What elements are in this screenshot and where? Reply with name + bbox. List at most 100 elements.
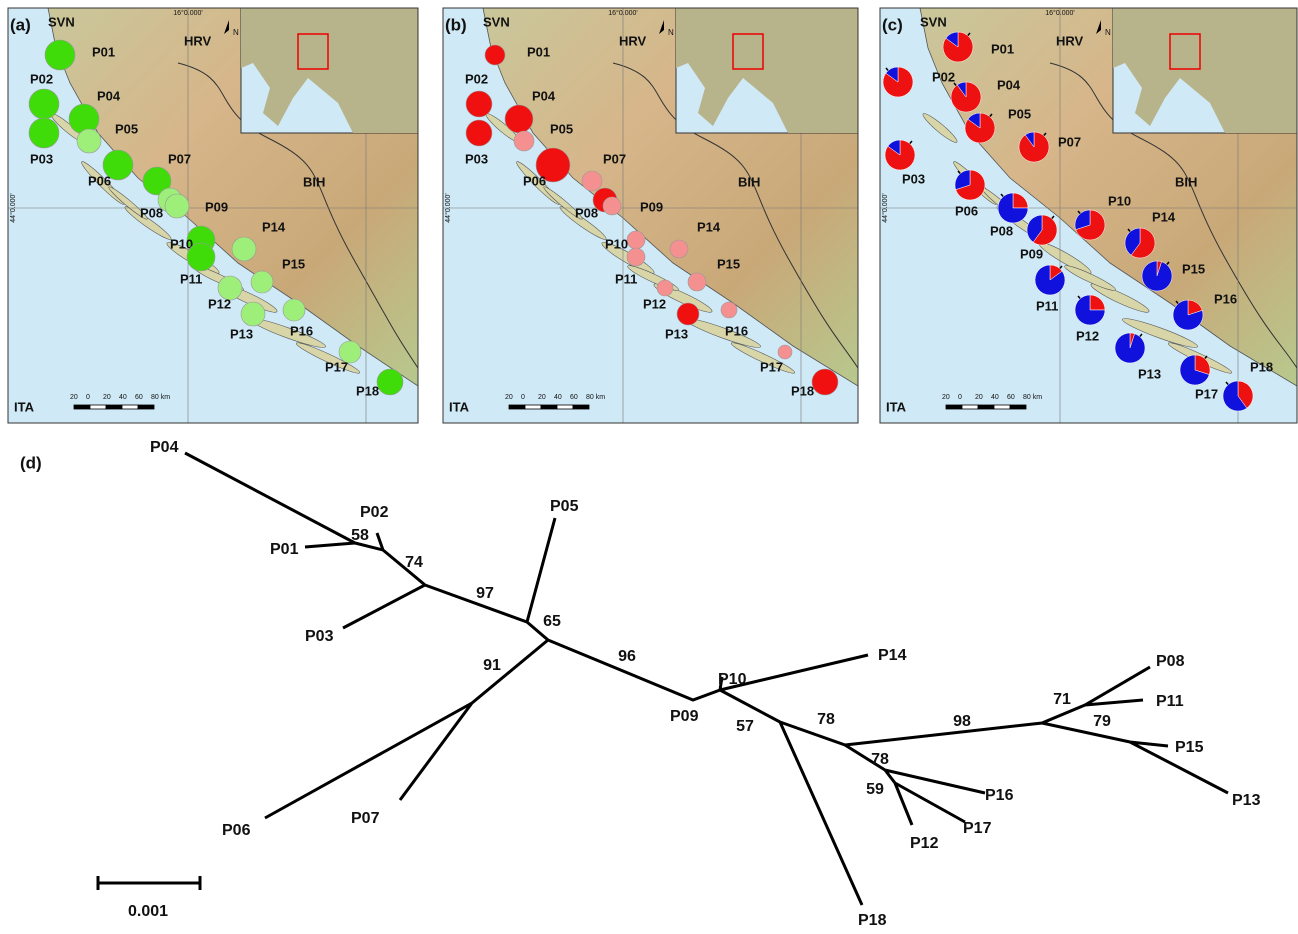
support-value: 98 (953, 713, 971, 730)
scale-label: 40 (991, 394, 999, 401)
pie-slice (1115, 333, 1145, 363)
scale-seg (122, 405, 138, 409)
scale-seg (509, 405, 525, 409)
site (187, 243, 215, 271)
map-text: BIH (1175, 174, 1197, 189)
map-text: HRV (619, 33, 647, 48)
scale-label: 20 (942, 394, 950, 401)
site (29, 89, 59, 119)
map-text: BIH (738, 174, 760, 189)
tip-label: P13 (1232, 792, 1261, 809)
map-text: P11 (180, 271, 202, 286)
map-text: P15 (717, 256, 740, 271)
support-value: 79 (1093, 713, 1111, 730)
site (514, 131, 534, 151)
support-value: 57 (736, 718, 754, 735)
site (670, 240, 688, 258)
tip-label: P17 (963, 820, 992, 837)
tip-label: P09 (670, 708, 699, 725)
site (627, 248, 645, 266)
map-text: P17 (760, 359, 783, 374)
map-text: HRV (184, 33, 212, 48)
map-text: P02 (932, 69, 955, 84)
site (241, 302, 265, 326)
coord: 16°0.000' (1045, 9, 1074, 17)
map-text: P11 (1036, 298, 1058, 313)
site (165, 194, 189, 218)
map-text: P01 (991, 41, 1014, 56)
site (377, 369, 403, 395)
map-text: P12 (643, 296, 666, 311)
panel-label: (d) (20, 453, 42, 472)
scale-seg (1010, 405, 1026, 409)
site (485, 45, 505, 65)
coord: 44°0.000' (881, 193, 889, 222)
map-text: P06 (523, 173, 546, 188)
scale-seg (978, 405, 994, 409)
site (45, 40, 75, 70)
map-panel: SVNHRVBIHITA16°0.000'44°0.000'N200204060… (443, 8, 858, 423)
support-value: 71 (1053, 691, 1071, 708)
scale-label: 40 (119, 394, 127, 401)
coord: 44°0.000' (444, 193, 452, 222)
site (77, 129, 101, 153)
map-text: P07 (603, 151, 626, 166)
tip-label: P05 (550, 498, 579, 515)
scale-label: 0 (86, 394, 90, 401)
tip-label: P15 (1175, 739, 1204, 756)
site (251, 271, 273, 293)
scale-label: 20 (505, 394, 513, 401)
tip-label: P06 (222, 822, 251, 839)
map-panel: SVNHRVBIHITA16°0.000'44°0.000'N200204060… (880, 8, 1297, 423)
map-text: P03 (30, 151, 53, 166)
site (29, 118, 59, 148)
map-text: P08 (575, 205, 598, 220)
tip-label: P08 (1156, 653, 1185, 670)
map-text: P14 (697, 219, 721, 234)
map-text: P07 (168, 151, 191, 166)
north: N (1105, 28, 1111, 37)
tip-label: P07 (351, 810, 380, 827)
tip-label: P02 (360, 504, 389, 521)
map-text: P15 (282, 256, 305, 271)
scale-label: 20 (70, 394, 78, 401)
map-text: BIH (303, 174, 325, 189)
scale-seg (946, 405, 962, 409)
scale-seg (573, 405, 589, 409)
map-text: SVN (48, 14, 75, 29)
tip-label: P12 (910, 835, 939, 852)
site (69, 104, 99, 134)
support-value: 65 (543, 613, 561, 630)
map-text: P12 (1076, 328, 1099, 343)
tip-label: P16 (985, 787, 1014, 804)
site (603, 197, 621, 215)
scale-seg (525, 405, 541, 409)
map-text: P16 (290, 323, 313, 338)
map-text: P09 (205, 199, 228, 214)
scale-label: 0.001 (128, 903, 168, 920)
scale-label: 20 (975, 394, 983, 401)
site (778, 345, 792, 359)
map-text: P03 (465, 151, 488, 166)
site (721, 302, 737, 318)
scale-seg (962, 405, 978, 409)
site (505, 105, 533, 133)
site (232, 237, 256, 261)
map-text: P03 (902, 171, 925, 186)
scale-bar (98, 876, 200, 890)
map-text: P08 (990, 223, 1013, 238)
map-text: P16 (1214, 291, 1237, 306)
map-text: SVN (920, 14, 947, 29)
scale-label: 60 (135, 394, 143, 401)
support-value: 96 (618, 648, 636, 665)
support-value: 58 (351, 527, 369, 544)
map-text: P18 (356, 383, 379, 398)
map-text: P08 (140, 205, 163, 220)
map-text: P14 (262, 219, 286, 234)
map-text: P02 (465, 71, 488, 86)
map-text: P02 (30, 71, 53, 86)
map-text: ITA (886, 399, 907, 414)
tip-label: P01 (270, 541, 299, 558)
scale-label: 0 (958, 394, 962, 401)
map-text: P16 (725, 323, 748, 338)
